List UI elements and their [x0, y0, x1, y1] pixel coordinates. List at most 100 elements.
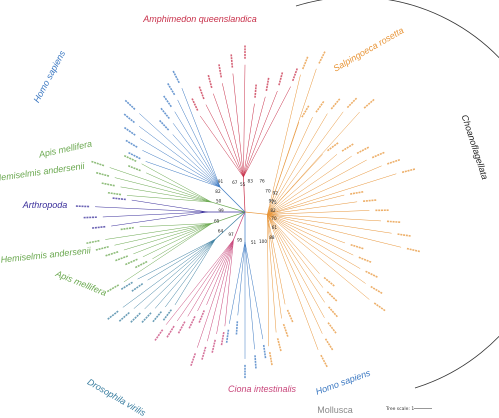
leaf-label-mark	[106, 310, 119, 321]
branch	[142, 223, 213, 258]
clade-hemiselmis-bottom: Hemiselmis andersenii	[0, 245, 92, 265]
branch-stem	[215, 211, 246, 240]
branch	[174, 238, 216, 306]
choanoflagellate-arc	[295, 0, 499, 389]
leaf-label-mark	[265, 76, 270, 92]
branch-stem	[233, 211, 246, 240]
branch	[267, 154, 323, 215]
branch	[237, 241, 246, 316]
bootstrap-value: 100	[259, 239, 267, 244]
branch	[140, 138, 221, 188]
leaf-label-mark	[118, 311, 130, 323]
branch	[267, 122, 300, 215]
branch	[133, 238, 216, 309]
leaf-label-mark	[127, 151, 141, 160]
branch	[154, 238, 216, 309]
leaf-label-mark	[220, 331, 225, 347]
branch	[111, 211, 208, 227]
branch	[229, 241, 246, 324]
leaf-label-mark	[397, 233, 412, 237]
leaf-label-mark	[200, 346, 207, 361]
branch	[139, 223, 212, 228]
bootstrap-value: 70	[265, 189, 271, 194]
leaf-label-mark	[320, 354, 329, 368]
leaf-labels	[75, 44, 421, 379]
bootstrap-value: 91	[218, 179, 224, 184]
leaf-label-mark	[373, 302, 387, 312]
branch	[267, 113, 328, 215]
bootstrap-value: 99	[269, 198, 275, 203]
branch	[137, 238, 216, 280]
branch	[267, 155, 352, 215]
branch	[213, 93, 244, 178]
branch	[138, 126, 221, 188]
leaf-label-mark	[356, 146, 370, 155]
branch	[146, 172, 212, 203]
bootstrap-value: 75	[271, 200, 277, 205]
leaf-label-mark	[90, 160, 105, 167]
leaf-label-mark	[268, 351, 273, 367]
leaf-label-mark	[151, 311, 163, 323]
leaf-label-mark	[159, 107, 170, 120]
leaf-label-mark	[254, 355, 257, 370]
branch	[174, 111, 221, 188]
bootstrap-value: 76	[259, 179, 265, 184]
clade-choanoflagellata: Choanoflagellata	[460, 113, 490, 180]
branch	[267, 194, 345, 215]
leaf-label-mark	[119, 226, 134, 231]
leaf-label-mark	[94, 245, 109, 251]
branch	[267, 214, 277, 333]
branch-stem	[211, 211, 246, 224]
clade-amphimedon: Amphimedon queenslandica	[142, 14, 257, 24]
branch	[139, 113, 221, 188]
bootstrap-value: 65	[214, 218, 220, 223]
bootstrap-value: 55	[240, 182, 246, 187]
branch	[133, 223, 212, 255]
leaf-label-mark	[291, 67, 299, 82]
branch	[267, 154, 338, 215]
bootstrap-value: 83	[248, 178, 254, 183]
branch	[95, 206, 208, 213]
branch	[144, 238, 216, 310]
leaf-label-mark	[100, 182, 115, 187]
branch	[267, 214, 370, 300]
branch	[267, 214, 269, 347]
leaf-label-mark	[104, 251, 119, 257]
branch	[122, 238, 216, 308]
leaf-label-mark	[123, 126, 136, 136]
leaf-label-mark	[95, 171, 110, 177]
leaf-label-mark	[198, 85, 205, 100]
leaf-label-mark	[120, 281, 133, 291]
branch	[109, 167, 212, 203]
tree-branches	[95, 64, 402, 359]
clade-homo-top: Homo sapiens	[31, 48, 67, 104]
leaf-label-mark	[327, 322, 338, 335]
bootstrap-value: 82	[270, 208, 276, 213]
leaf-label-mark	[162, 309, 173, 322]
branch	[267, 214, 366, 284]
leaf-label-mark	[276, 338, 282, 353]
branch	[131, 199, 208, 213]
leaf-label-mark	[130, 282, 144, 293]
branch	[102, 211, 208, 218]
leaf-label-mark	[362, 199, 378, 203]
leaf-label-mark	[286, 309, 294, 324]
leaf-label-mark	[363, 98, 376, 109]
branch	[206, 239, 234, 305]
branch	[222, 83, 244, 178]
leaf-label-mark	[324, 338, 334, 352]
bootstrap-value: 67	[232, 180, 238, 185]
leaf-label-mark	[365, 270, 379, 279]
scale-bar: Tree scale: 1	[385, 406, 432, 412]
branch	[197, 239, 234, 348]
leaf-label-mark	[346, 97, 358, 109]
bootstrap-value: 70	[271, 216, 277, 221]
leaf-label-mark	[177, 321, 186, 335]
branch	[141, 163, 212, 203]
leaf-label-mark	[124, 99, 136, 110]
leaf-label-mark	[85, 239, 100, 245]
branch	[267, 214, 320, 274]
leaf-label-mark	[371, 151, 386, 159]
branch	[267, 214, 325, 303]
bootstrap-value: 50	[216, 198, 222, 203]
